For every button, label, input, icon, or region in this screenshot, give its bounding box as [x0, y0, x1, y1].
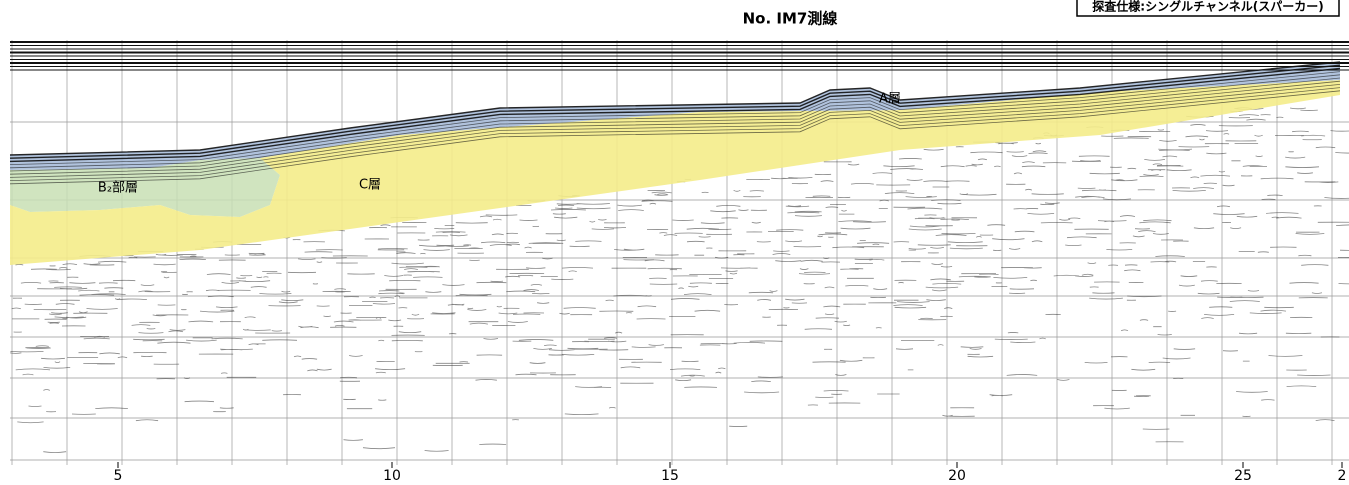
- seafloor-reflection: [9, 77, 1341, 172]
- profile-title: No. IM7測線: [743, 10, 838, 28]
- seafloor-reflection: [9, 71, 1341, 165]
- seafloor-reflection: [9, 67, 1341, 163]
- a-layer: [10, 62, 1340, 170]
- spec-text: 探査仕様:シングルチャンネル(スパーカー): [1092, 0, 1323, 14]
- x-tick-label: 5: [114, 468, 123, 484]
- seafloor-reflection: [9, 87, 1341, 181]
- spec-box: [1076, 0, 1340, 17]
- x-tick-label: 15: [661, 468, 679, 484]
- reflection-noise: [10, 107, 1349, 453]
- x-tick-label: 10: [383, 468, 401, 484]
- x-tick-label: 25: [1234, 468, 1252, 484]
- layer-label: C層: [359, 178, 381, 193]
- x-axis: 5 10 15 20 25 2: [114, 462, 1347, 484]
- x-tick-label: 20: [948, 468, 966, 484]
- water-reflections: [9, 41, 1349, 185]
- layer-label: A層: [879, 92, 901, 107]
- seafloor-reflection: [9, 74, 1341, 169]
- seafloor-reflection: [9, 61, 1341, 156]
- x-tick-label: 2: [1338, 468, 1347, 484]
- seafloor-reflection: [9, 90, 1341, 185]
- seafloor-reflection: [9, 84, 1341, 178]
- seafloor-reflection: [9, 64, 1341, 159]
- noise-path: [10, 107, 1349, 453]
- seafloor-reflection: [9, 80, 1341, 175]
- c-layer: [10, 80, 1340, 265]
- layer-label: B₂部層: [98, 181, 138, 196]
